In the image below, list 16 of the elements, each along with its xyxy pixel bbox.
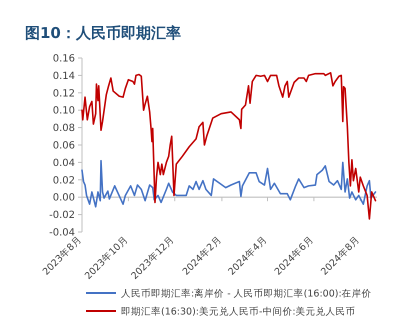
line-series [81,72,376,220]
legend-label: 即期汇率(16:30):美元兑人民币-中间价:美元兑人民币 [121,306,356,318]
y-tick-label: 0.04 [52,158,75,169]
line-series [81,160,376,208]
chart-title: 图10：人民币即期汇率 [25,24,181,42]
y-tick-label: 0.08 [52,123,75,134]
y-tick-label: 0.16 [52,54,75,64]
y-tick-label: 0.06 [52,140,75,152]
legend-label: 人民币即期汇率:离岸价 - 人民币即期汇率(16:00):在岸价 [121,288,372,300]
y-tick-label: -0.04 [49,228,75,238]
y-tick-label: 0.00 [52,192,75,204]
y-tick-label: 0.14 [52,70,75,82]
y-tick-label: -0.02 [49,210,75,222]
y-tick-label: 0.02 [52,175,75,186]
y-tick-label: 0.10 [52,106,75,117]
y-tick-label: 0.12 [52,88,75,100]
